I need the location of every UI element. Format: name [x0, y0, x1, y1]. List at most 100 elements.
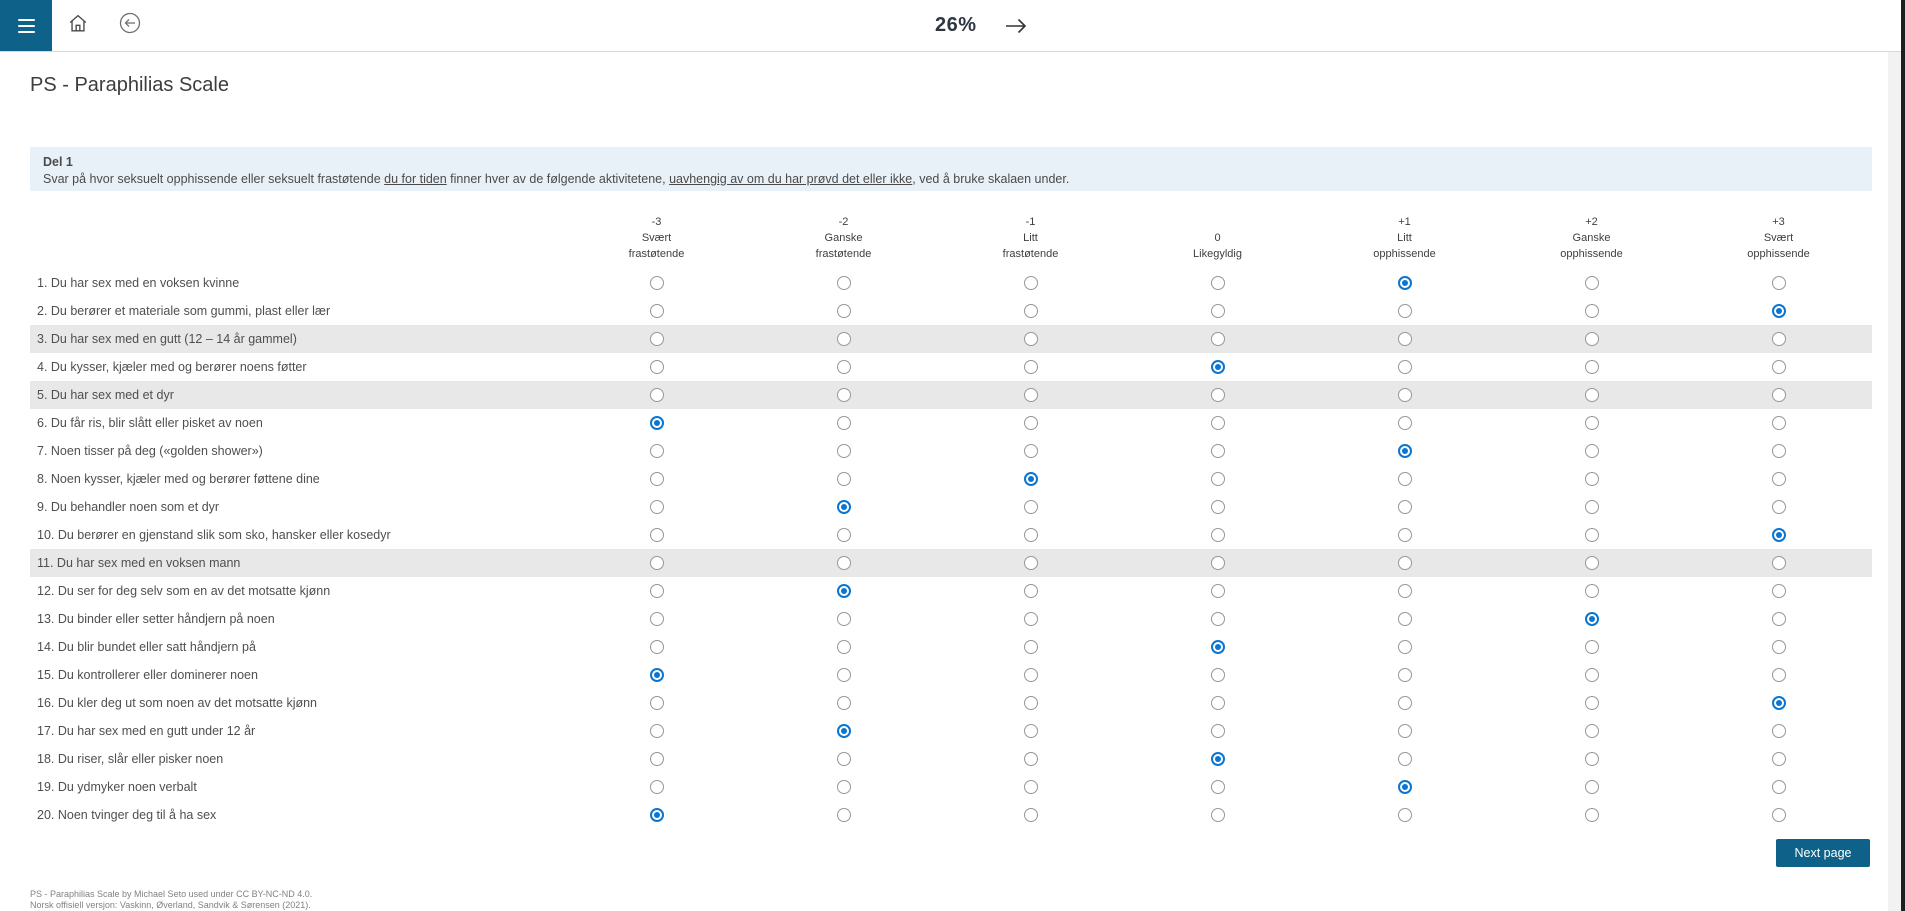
radio-q17-option--2-selected[interactable] — [836, 724, 851, 738]
radio-q16-option-+3-selected[interactable] — [1771, 696, 1786, 710]
radio-q8-option-+2[interactable] — [1584, 472, 1599, 486]
radio-q19-option--3[interactable] — [649, 780, 664, 794]
radio-q10-option-0[interactable] — [1210, 528, 1225, 542]
radio-q15-option--1[interactable] — [1023, 668, 1038, 682]
radio-q7-option--2[interactable] — [836, 444, 851, 458]
radio-q8-option--2[interactable] — [836, 472, 851, 486]
radio-q18-option-+1[interactable] — [1397, 752, 1412, 766]
radio-q14-option-+3[interactable] — [1771, 640, 1786, 654]
radio-q14-option--2[interactable] — [836, 640, 851, 654]
radio-q8-option-+3[interactable] — [1771, 472, 1786, 486]
radio-q1-option-+3[interactable] — [1771, 276, 1786, 290]
radio-q15-option-+2[interactable] — [1584, 668, 1599, 682]
radio-q4-option-+2[interactable] — [1584, 360, 1599, 374]
radio-q18-option--2[interactable] — [836, 752, 851, 766]
radio-q7-option--3[interactable] — [649, 444, 664, 458]
radio-q20-option--1[interactable] — [1023, 808, 1038, 822]
radio-q17-option-+3[interactable] — [1771, 724, 1786, 738]
radio-q1-option-+2[interactable] — [1584, 276, 1599, 290]
radio-q7-option-+1-selected[interactable] — [1397, 444, 1412, 458]
radio-q9-option-+1[interactable] — [1397, 500, 1412, 514]
radio-q17-option-+2[interactable] — [1584, 724, 1599, 738]
radio-q5-option--3[interactable] — [649, 388, 664, 402]
radio-q4-option-+1[interactable] — [1397, 360, 1412, 374]
radio-q11-option--3[interactable] — [649, 556, 664, 570]
radio-q10-option--1[interactable] — [1023, 528, 1038, 542]
radio-q15-option--2[interactable] — [836, 668, 851, 682]
radio-q5-option--2[interactable] — [836, 388, 851, 402]
radio-q19-option-+1-selected[interactable] — [1397, 780, 1412, 794]
radio-q18-option-+2[interactable] — [1584, 752, 1599, 766]
radio-q10-option-+3-selected[interactable] — [1771, 528, 1786, 542]
radio-q14-option-+2[interactable] — [1584, 640, 1599, 654]
radio-q12-option--2-selected[interactable] — [836, 584, 851, 598]
radio-q19-option--2[interactable] — [836, 780, 851, 794]
radio-q4-option--1[interactable] — [1023, 360, 1038, 374]
radio-q10-option-+2[interactable] — [1584, 528, 1599, 542]
radio-q16-option-0[interactable] — [1210, 696, 1225, 710]
radio-q6-option--1[interactable] — [1023, 416, 1038, 430]
radio-q8-option-+1[interactable] — [1397, 472, 1412, 486]
radio-q12-option-+3[interactable] — [1771, 584, 1786, 598]
radio-q4-option-0-selected[interactable] — [1210, 360, 1225, 374]
radio-q2-option-0[interactable] — [1210, 304, 1225, 318]
radio-q7-option--1[interactable] — [1023, 444, 1038, 458]
radio-q12-option-0[interactable] — [1210, 584, 1225, 598]
radio-q13-option-+2-selected[interactable] — [1584, 612, 1599, 626]
radio-q2-option-+3-selected[interactable] — [1771, 304, 1786, 318]
radio-q14-option--1[interactable] — [1023, 640, 1038, 654]
radio-q9-option-+2[interactable] — [1584, 500, 1599, 514]
radio-q2-option--1[interactable] — [1023, 304, 1038, 318]
radio-q3-option--3[interactable] — [649, 332, 664, 346]
radio-q11-option-+1[interactable] — [1397, 556, 1412, 570]
radio-q7-option-+2[interactable] — [1584, 444, 1599, 458]
radio-q2-option--2[interactable] — [836, 304, 851, 318]
radio-q12-option--3[interactable] — [649, 584, 664, 598]
radio-q13-option--2[interactable] — [836, 612, 851, 626]
radio-q13-option-+3[interactable] — [1771, 612, 1786, 626]
radio-q16-option--1[interactable] — [1023, 696, 1038, 710]
next-page-button[interactable]: Next page — [1776, 839, 1870, 867]
radio-q10-option--3[interactable] — [649, 528, 664, 542]
radio-q9-option-+3[interactable] — [1771, 500, 1786, 514]
radio-q16-option-+1[interactable] — [1397, 696, 1412, 710]
radio-q6-option-+2[interactable] — [1584, 416, 1599, 430]
radio-q1-option--2[interactable] — [836, 276, 851, 290]
radio-q16-option-+2[interactable] — [1584, 696, 1599, 710]
radio-q19-option-+2[interactable] — [1584, 780, 1599, 794]
radio-q20-option-+1[interactable] — [1397, 808, 1412, 822]
radio-q17-option--1[interactable] — [1023, 724, 1038, 738]
radio-q11-option-+2[interactable] — [1584, 556, 1599, 570]
radio-q1-option--3[interactable] — [649, 276, 664, 290]
radio-q18-option--3[interactable] — [649, 752, 664, 766]
radio-q2-option-+1[interactable] — [1397, 304, 1412, 318]
radio-q3-option-+3[interactable] — [1771, 332, 1786, 346]
radio-q20-option-+2[interactable] — [1584, 808, 1599, 822]
radio-q6-option-+1[interactable] — [1397, 416, 1412, 430]
radio-q6-option--2[interactable] — [836, 416, 851, 430]
radio-q3-option--2[interactable] — [836, 332, 851, 346]
radio-q19-option-+3[interactable] — [1771, 780, 1786, 794]
radio-q13-option--3[interactable] — [649, 612, 664, 626]
radio-q1-option-0[interactable] — [1210, 276, 1225, 290]
radio-q18-option--1[interactable] — [1023, 752, 1038, 766]
radio-q3-option-+2[interactable] — [1584, 332, 1599, 346]
radio-q4-option--3[interactable] — [649, 360, 664, 374]
radio-q18-option-+3[interactable] — [1771, 752, 1786, 766]
radio-q13-option-0[interactable] — [1210, 612, 1225, 626]
radio-q7-option-0[interactable] — [1210, 444, 1225, 458]
vertical-scrollbar[interactable] — [1888, 52, 1901, 911]
home-button[interactable] — [61, 0, 95, 51]
radio-q15-option-+3[interactable] — [1771, 668, 1786, 682]
radio-q15-option-+1[interactable] — [1397, 668, 1412, 682]
radio-q20-option-+3[interactable] — [1771, 808, 1786, 822]
radio-q3-option--1[interactable] — [1023, 332, 1038, 346]
radio-q1-option--1[interactable] — [1023, 276, 1038, 290]
radio-q2-option--3[interactable] — [649, 304, 664, 318]
radio-q18-option-0-selected[interactable] — [1210, 752, 1225, 766]
radio-q3-option-+1[interactable] — [1397, 332, 1412, 346]
radio-q16-option--3[interactable] — [649, 696, 664, 710]
radio-q11-option--2[interactable] — [836, 556, 851, 570]
radio-q4-option-+3[interactable] — [1771, 360, 1786, 374]
radio-q14-option--3[interactable] — [649, 640, 664, 654]
